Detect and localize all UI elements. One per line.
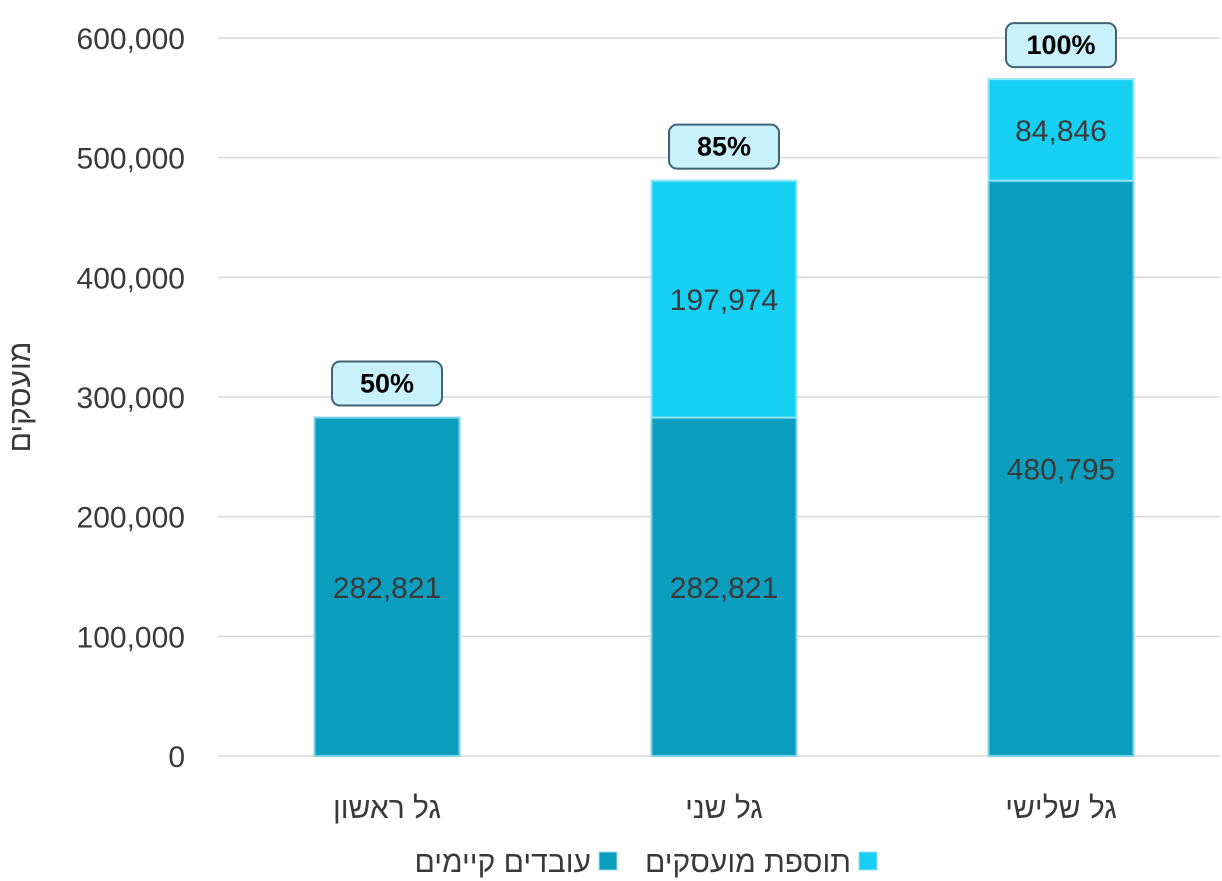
percent-callout-label: 100% xyxy=(1026,30,1095,60)
x-category-label: גל שני xyxy=(685,792,763,825)
percent-callout-box xyxy=(1005,22,1117,69)
y-tick-label: 100,000 xyxy=(77,621,185,654)
bar-value-label: 480,795 xyxy=(1007,453,1115,486)
legend-swatch xyxy=(858,851,878,871)
y-axis-ticks: 0 100,000 200,000 300,000 400,000 500,000 600,… xyxy=(77,23,185,774)
y-tick-label: 300,000 xyxy=(77,382,185,415)
bar-value-label: 282,821 xyxy=(670,572,778,605)
y-tick-label: 500,000 xyxy=(77,143,185,176)
y-tick-label: 0 xyxy=(168,741,185,774)
bar-value-label: 84,846 xyxy=(1015,115,1107,148)
percent-callout-box xyxy=(331,360,443,407)
bar-existing-workers xyxy=(650,416,798,757)
legend-entry-label: עובדים קיימים xyxy=(414,846,591,879)
bar-value-label: 282,821 xyxy=(333,572,441,605)
legend: תוספת מועסקים עובדים קיימים xyxy=(414,846,878,879)
bar-existing-workers xyxy=(313,416,461,757)
bar-added-employees xyxy=(650,179,798,419)
bar-value-label: 197,974 xyxy=(670,284,778,317)
x-axis-categories: גל ראשון גל שני גל שלישי xyxy=(333,792,1117,825)
y-tick-label: 400,000 xyxy=(77,262,185,295)
legend-entry-label: תוספת מועסקים xyxy=(645,846,851,879)
x-category-label: גל ראשון xyxy=(333,792,441,825)
legend-swatch xyxy=(598,851,618,871)
percent-callout-label: 50% xyxy=(360,369,414,399)
y-axis-label: מועסקים xyxy=(4,342,37,453)
percent-callout-box xyxy=(668,123,780,170)
bar-existing-workers xyxy=(987,179,1135,758)
y-tick-label: 600,000 xyxy=(77,23,185,56)
x-category-label: גל שלישי xyxy=(1005,792,1117,825)
y-tick-label: 200,000 xyxy=(77,502,185,535)
bar-added-employees xyxy=(987,78,1135,182)
percent-callout-label: 85% xyxy=(697,132,751,162)
bars: 282,821 50% 282,821 197,974 85% 480,795 84,846… xyxy=(313,22,1135,758)
